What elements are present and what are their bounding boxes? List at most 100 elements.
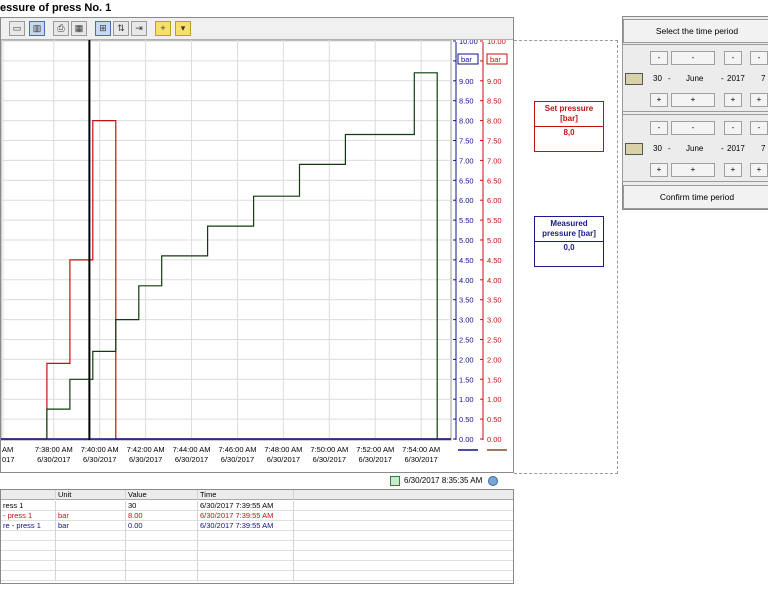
to-day-plus[interactable]: + — [650, 163, 668, 177]
y-tick-label-measured: 9.00 — [459, 77, 474, 86]
from-month[interactable]: June — [686, 74, 704, 83]
to-month-plus[interactable]: + — [671, 163, 715, 177]
to-hour-minus[interactable]: - — [750, 121, 768, 135]
cell-unit — [56, 571, 126, 581]
cell-value: 0.00 — [126, 521, 198, 531]
from-day-plus[interactable]: + — [650, 93, 668, 107]
measured-pressure-box: Measured pressure [bar] 0,0 — [534, 216, 604, 267]
y-tick-label-set: 1.00 — [487, 395, 502, 404]
from-year[interactable]: 2017 — [727, 74, 745, 83]
y-tick-label-measured: 7.00 — [459, 156, 474, 165]
to-day[interactable]: 30 — [653, 144, 662, 153]
page-title: essure of press No. 1 — [0, 2, 112, 14]
y-tick-label-set: 5.50 — [487, 216, 502, 225]
chart-area-frame — [514, 40, 618, 474]
from-hour-plus[interactable]: + — [750, 93, 768, 107]
table-row[interactable] — [1, 561, 513, 571]
trend-view: ▭ ▥ ⎙ ▦ ⊞ ⇅ ⇥ + ▾ 10.0010.009.509.509.00… — [0, 17, 514, 473]
to-hour-plus[interactable]: + — [750, 163, 768, 177]
to-calendar-icon[interactable] — [625, 143, 643, 155]
cell-value: 8.00 — [126, 511, 198, 521]
unit-box-measured — [457, 53, 479, 65]
to-year-plus[interactable]: + — [724, 163, 742, 177]
delete-icon[interactable]: ▾ — [175, 21, 191, 36]
table-row[interactable] — [1, 531, 513, 541]
y-tick-label-measured: 8.50 — [459, 97, 474, 106]
toolbar-button-columns[interactable]: ▥ — [29, 21, 45, 36]
y-tick-label-measured: 2.50 — [459, 336, 474, 345]
y-tick-label-measured: 4.00 — [459, 276, 474, 285]
table-row[interactable]: ress 1 30 6/30/2017 7:39:55 AM — [1, 501, 513, 511]
cell-name — [1, 551, 56, 561]
confirm-time-period-button[interactable]: Confirm time period — [623, 185, 768, 209]
to-month[interactable]: June — [686, 144, 704, 153]
from-day-minus[interactable]: - — [650, 51, 668, 65]
print-icon[interactable]: ⎙ — [53, 21, 69, 36]
table-row[interactable] — [1, 551, 513, 561]
x-tick-label-time: 7:54:00 AM — [402, 445, 440, 454]
table-row[interactable]: - press 1 bar 8.00 6/30/2017 7:39:55 AM — [1, 511, 513, 521]
y-tick-label-measured: 7.50 — [459, 137, 474, 146]
from-sep-1: - — [668, 74, 671, 83]
header-unit: Unit — [56, 490, 126, 500]
cell-value — [126, 561, 198, 571]
cell-name: - press 1 — [1, 511, 56, 521]
export-icon[interactable]: ▦ — [71, 21, 87, 36]
x-tick-label-date: 6/30/2017 — [83, 455, 116, 464]
cell-time — [198, 571, 294, 581]
to-year-minus[interactable]: - — [724, 121, 742, 135]
cell-unit: bar — [56, 511, 126, 521]
cell-unit — [56, 501, 126, 511]
from-month-plus[interactable]: + — [671, 93, 715, 107]
x-tick-label-time: 7:52:00 AM — [356, 445, 394, 454]
unit-label-measured: bar — [461, 55, 472, 64]
y-tick-label-measured: 0.00 — [459, 435, 474, 444]
values-table: Unit Value Time ress 1 30 6/30/2017 7:39:5… — [0, 489, 514, 584]
table-row[interactable] — [1, 541, 513, 551]
to-year[interactable]: 2017 — [727, 144, 745, 153]
from-year-plus[interactable]: + — [724, 93, 742, 107]
y-tick-label-measured: 3.00 — [459, 316, 474, 325]
toolbar-button-ruler[interactable]: ⇅ — [113, 21, 129, 36]
unit-label-set: bar — [490, 55, 501, 64]
y-tick-label-set: 4.50 — [487, 256, 502, 265]
measured-pressure-value: 0,0 — [535, 241, 603, 254]
to-sep-1: - — [668, 144, 671, 153]
from-calendar-icon[interactable] — [625, 73, 643, 85]
to-hour[interactable]: 7 — [761, 144, 766, 153]
from-month-minus[interactable]: - — [671, 51, 715, 65]
cell-value: 30 — [126, 501, 198, 511]
table-row[interactable]: re - press 1 bar 0.00 6/30/2017 7:39:55 AM — [1, 521, 513, 531]
cell-value — [126, 571, 198, 581]
y-tick-label-measured: 10.00 — [459, 40, 478, 46]
y-tick-label-measured: 0.50 — [459, 415, 474, 424]
x-tick-label-date: 6/30/2017 — [37, 455, 70, 464]
y-tick-label-measured: 6.00 — [459, 196, 474, 205]
from-day[interactable]: 30 — [653, 74, 662, 83]
y-tick-label-set: 5.00 — [487, 236, 502, 245]
cell-value — [126, 531, 198, 541]
from-year-minus[interactable]: - — [724, 51, 742, 65]
y-tick-label-set: 6.50 — [487, 176, 502, 185]
table-row[interactable] — [1, 571, 513, 581]
select-time-period-button[interactable]: Select the time period — [623, 19, 768, 43]
y-tick-label-measured: 1.00 — [459, 395, 474, 404]
toolbar-button-cursor[interactable]: ⇥ — [131, 21, 147, 36]
toolbar-button-zoom[interactable]: ⊞ — [95, 21, 111, 36]
y-tick-label-measured: 1.50 — [459, 375, 474, 384]
y-tick-label-measured: 8.00 — [459, 117, 474, 126]
x-tick-label-time: 7:46:00 AM — [219, 445, 257, 454]
set-pressure-value: 8,0 — [535, 126, 603, 139]
trend-toolbar: ▭ ▥ ⎙ ▦ ⊞ ⇅ ⇥ + ▾ — [1, 18, 513, 40]
to-day-minus[interactable]: - — [650, 121, 668, 135]
cell-time: 6/30/2017 7:39:55 AM — [198, 511, 294, 521]
from-hour-minus[interactable]: - — [750, 51, 768, 65]
add-icon[interactable]: + — [155, 21, 171, 36]
toolbar-button-a[interactable]: ▭ — [9, 21, 25, 36]
to-month-minus[interactable]: - — [671, 121, 715, 135]
x-tick-label-date: 6/30/2017 — [359, 455, 392, 464]
refresh-icon[interactable] — [488, 476, 499, 486]
header-value: Value — [126, 490, 198, 500]
x-tick-label-time: 7:40:00 AM — [81, 445, 119, 454]
from-hour[interactable]: 7 — [761, 74, 766, 83]
